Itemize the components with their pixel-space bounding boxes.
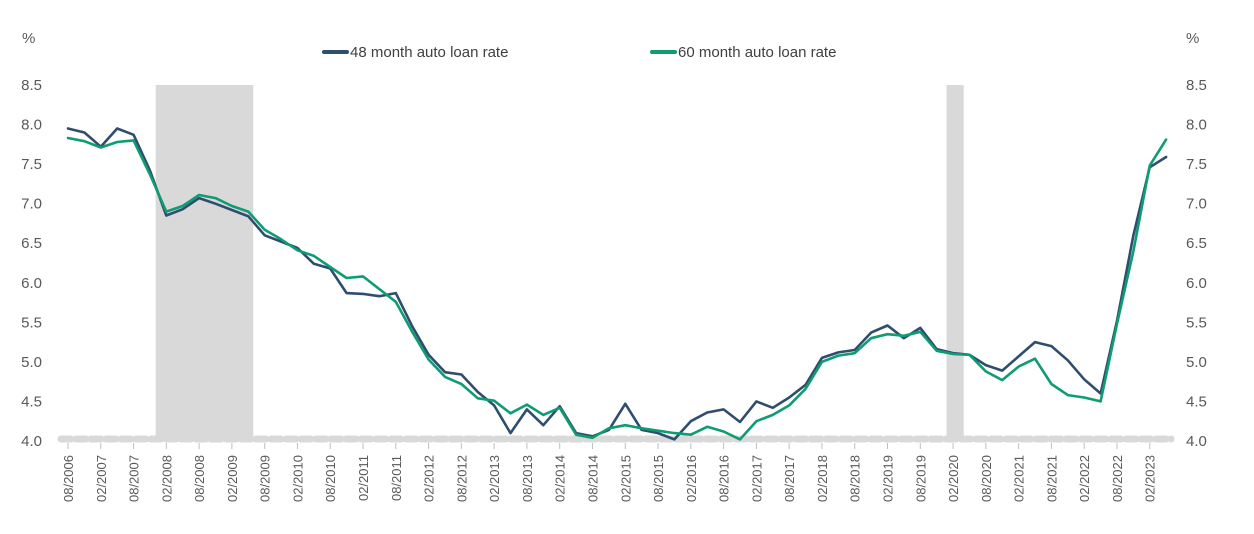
legend-swatch-48-month-icon <box>322 50 349 54</box>
x-axis-label: 08/2020 <box>979 455 994 502</box>
y-axis-label-left: 4.5 <box>21 393 42 410</box>
x-axis-label: 02/2009 <box>225 455 240 502</box>
x-axis-label: 02/2018 <box>815 455 830 502</box>
y-axis-label-left: 6.5 <box>21 235 42 252</box>
x-axis-label: 02/2021 <box>1012 455 1027 502</box>
legend-item-60-month: 60 month auto loan rate <box>650 43 837 61</box>
x-axis-label: 08/2008 <box>192 455 207 502</box>
y-axis-label-right: 5.0 <box>1186 354 1207 371</box>
x-axis-label: 08/2006 <box>61 455 76 502</box>
x-axis-label: 08/2013 <box>520 455 535 502</box>
y-axis-label-left: 8.0 <box>21 117 42 134</box>
y-axis-label-left: 4.0 <box>21 433 42 450</box>
x-axis-label: 02/2012 <box>422 455 437 502</box>
y-axis-label-left: 5.5 <box>21 314 42 331</box>
x-axis-label: 02/2017 <box>749 455 764 502</box>
legend-label-48-month: 48 month auto loan rate <box>350 43 509 61</box>
x-axis-label: 08/2010 <box>323 455 338 502</box>
x-axis-label: 02/2016 <box>684 455 699 502</box>
x-axis-label: 08/2018 <box>848 455 863 502</box>
y-axis-unit-right: % <box>1186 30 1200 47</box>
y-axis-label-left: 7.0 <box>21 196 42 213</box>
x-axis-label: 08/2012 <box>454 455 469 502</box>
x-axis-label: 08/2007 <box>127 455 142 502</box>
x-axis-label: 02/2010 <box>290 455 305 502</box>
x-axis-label: 08/2011 <box>389 455 404 501</box>
y-axis-label-right: 6.5 <box>1186 235 1207 252</box>
y-axis-label-right: 5.5 <box>1186 314 1207 331</box>
x-axis-label: 08/2022 <box>1110 455 1125 502</box>
x-axis-label: 08/2016 <box>717 455 732 502</box>
y-axis-label-right: 8.0 <box>1186 117 1207 134</box>
legend-swatch-60-month-icon <box>650 50 677 54</box>
x-axis-label: 02/2015 <box>618 455 633 502</box>
recession-band <box>946 85 964 441</box>
y-axis-label-right: 7.5 <box>1186 156 1207 173</box>
x-axis-label: 02/2013 <box>487 455 502 502</box>
x-axis-label: 08/2021 <box>1044 455 1059 502</box>
y-axis-unit-left: % <box>22 30 36 47</box>
x-axis-label: 02/2019 <box>881 455 896 502</box>
x-axis-label: 02/2008 <box>159 455 174 502</box>
y-axis-label-right: 8.5 <box>1186 77 1207 94</box>
x-axis-label: 02/2014 <box>553 455 568 502</box>
y-axis-label-right: 4.5 <box>1186 393 1207 410</box>
recession-band <box>155 85 254 441</box>
legend-label-60-month: 60 month auto loan rate <box>678 43 837 61</box>
x-axis-label: 02/2022 <box>1077 455 1092 502</box>
y-axis-label-right: 7.0 <box>1186 196 1207 213</box>
x-axis-label: 02/2023 <box>1143 455 1158 502</box>
x-axis-label: 02/2007 <box>94 455 109 502</box>
y-axis-label-right: 4.0 <box>1186 433 1207 450</box>
x-axis-label: 08/2017 <box>782 455 797 502</box>
x-axis-label: 08/2009 <box>258 455 273 502</box>
x-axis-label: 02/2011 <box>356 455 371 501</box>
y-axis-label-left: 5.0 <box>21 354 42 371</box>
y-axis-label-left: 7.5 <box>21 156 42 173</box>
series-line-48-month <box>66 127 1168 441</box>
legend-item-48-month: 48 month auto loan rate <box>322 43 509 61</box>
x-axis-label: 02/2020 <box>946 455 961 502</box>
y-axis-label-left: 8.5 <box>21 77 42 94</box>
y-axis-label-right: 6.0 <box>1186 275 1207 292</box>
y-axis-label-left: 6.0 <box>21 275 42 292</box>
x-axis-label: 08/2014 <box>585 455 600 502</box>
series-line-60-month <box>66 136 1168 441</box>
x-axis-label: 08/2019 <box>913 455 928 502</box>
x-axis-label: 08/2015 <box>651 455 666 502</box>
